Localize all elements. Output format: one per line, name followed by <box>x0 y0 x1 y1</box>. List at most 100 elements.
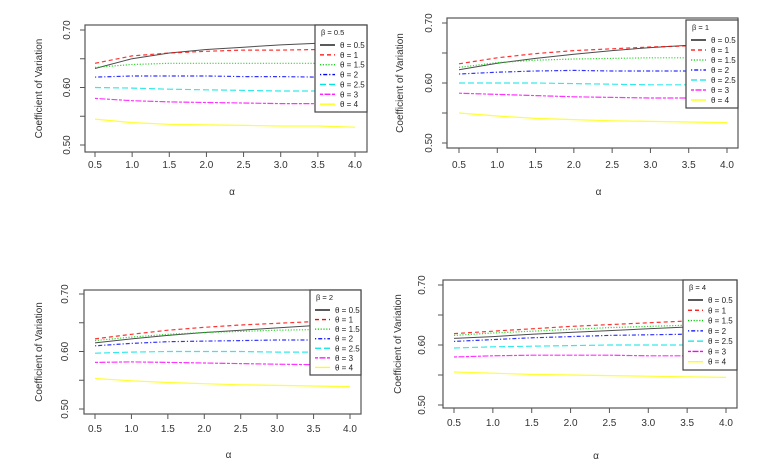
x-tick-label: 1.5 <box>525 418 539 429</box>
x-tick-label: 2.5 <box>237 160 251 171</box>
x-axis: 0.5 1.0 1.5 2.0 2.5 3.0 3.5 4.0 <box>452 148 734 171</box>
x-tick-label: 0.5 <box>452 160 466 171</box>
x-tick-label: 4.0 <box>719 418 733 429</box>
x-tick-label: 3.0 <box>641 418 655 429</box>
x-tick-label: 2.0 <box>197 424 211 435</box>
y-tick-label: 0.60 <box>417 335 428 355</box>
legend-entry-label: θ = 1.5 <box>708 317 733 326</box>
x-tick-label: 0.5 <box>88 424 102 435</box>
series-line-theta-1 <box>458 44 728 65</box>
legend-entry-label: θ = 4 <box>335 363 354 372</box>
legend-entry-label: θ = 4 <box>711 96 730 105</box>
legend: β = 1θ = 0.5θ = 1θ = 1.5θ = 2θ = 2.5θ = … <box>685 19 739 109</box>
legend-entry-label: θ = 1 <box>335 316 354 325</box>
series-line-theta-0.5 <box>94 322 351 344</box>
y-tick-label: 0.50 <box>424 133 435 153</box>
legend-box <box>314 24 368 113</box>
series-line-theta-2.5 <box>94 350 351 354</box>
legend: β = 0.5θ = 0.5θ = 1θ = 1.5θ = 2θ = 2.5θ … <box>314 24 368 113</box>
x-tick-label: 3.0 <box>274 160 288 171</box>
x-tick-label: 3.5 <box>311 160 325 171</box>
series-lines <box>458 42 728 124</box>
x-tick-label: 3.5 <box>682 160 696 171</box>
y-tick-label: 0.70 <box>62 20 73 40</box>
legend-entry-label: θ = 3 <box>711 86 730 95</box>
y-tick-label: 0.50 <box>417 395 428 415</box>
y-axis-title: Coefficient of Variation <box>34 39 45 139</box>
x-tick-label: 4.0 <box>720 160 734 171</box>
x-axis: 0.5 1.0 1.5 2.0 2.5 3.0 3.5 4.0 <box>88 152 362 171</box>
x-tick-label: 1.0 <box>486 418 500 429</box>
legend-entry-label: θ = 3 <box>335 354 354 363</box>
series-lines <box>94 319 351 388</box>
legend-entry-label: θ = 2.5 <box>340 80 365 89</box>
legend-entry-label: θ = 2 <box>340 71 359 80</box>
series-line-theta-3 <box>458 92 728 100</box>
x-tick-label: 2.5 <box>602 418 616 429</box>
series-line-theta-2 <box>94 75 356 79</box>
series-line-theta-1 <box>453 319 727 335</box>
legend-entry-label: θ = 1 <box>340 51 359 60</box>
legend-entry-label: θ = 0.5 <box>708 296 733 305</box>
legend-entry-label: θ = 1 <box>708 306 727 315</box>
x-tick-label: 0.5 <box>447 418 461 429</box>
x-tick-label: 1.0 <box>125 160 139 171</box>
legend-entry-label: θ = 4 <box>340 100 359 109</box>
legend-entry-label: θ = 1.5 <box>340 61 365 70</box>
x-tick-label: 1.5 <box>161 424 175 435</box>
x-tick-label: 3.0 <box>643 160 657 171</box>
legend-entry-label: θ = 2 <box>711 66 730 75</box>
x-axis-title: α <box>596 187 602 198</box>
legend-entry-label: θ = 2.5 <box>335 344 360 353</box>
series-line-theta-0.5 <box>453 325 727 339</box>
x-axis-title: α <box>226 450 232 461</box>
series-line-theta-2.5 <box>453 344 726 349</box>
legend-entry-label: θ = 3 <box>708 347 727 356</box>
legend-entry-label: θ = 2 <box>708 327 727 336</box>
series-lines <box>94 41 356 128</box>
x-tick-label: 2.5 <box>605 160 619 171</box>
y-axis: 0.50 0.60 0.70 <box>60 284 84 419</box>
legend-title: β = 0.5 <box>321 28 344 37</box>
y-axis: 0.50 0.60 0.70 <box>62 20 85 155</box>
series-line-theta-0.5 <box>94 41 356 69</box>
x-tick-label: 1.5 <box>529 160 543 171</box>
series-line-theta-1.5 <box>458 56 728 68</box>
x-tick-label: 2.0 <box>567 160 581 171</box>
series-line-theta-2 <box>458 69 728 75</box>
series-line-theta-4 <box>94 118 356 128</box>
y-tick-label: 0.50 <box>62 135 73 155</box>
legend-title: β = 1 <box>692 23 709 32</box>
series-line-theta-2 <box>94 339 350 347</box>
x-tick-label: 3.0 <box>270 424 284 435</box>
legend-box <box>309 289 362 376</box>
legend: β = 2θ = 0.5θ = 1θ = 1.5θ = 2θ = 2.5θ = … <box>309 289 362 376</box>
legend-box <box>682 279 738 371</box>
chart-panel-top-left: 0.5 1.0 1.5 2.0 2.5 3.0 3.5 4.0 0.50 0.60 0.70 α Coe… <box>34 20 368 198</box>
x-tick-label: 1.0 <box>490 160 504 171</box>
legend-entry-label: θ = 2.5 <box>711 76 736 85</box>
y-tick-label: 0.70 <box>60 284 71 304</box>
series-line-theta-4 <box>458 112 728 124</box>
x-axis: 0.5 1.0 1.5 2.0 2.5 3.0 3.5 4.0 <box>88 414 357 435</box>
x-tick-label: 2.5 <box>234 424 248 435</box>
legend-title: β = 2 <box>316 293 333 302</box>
y-tick-label: 0.50 <box>60 399 71 419</box>
y-tick-label: 0.70 <box>424 13 435 33</box>
legend-entry-label: θ = 0.5 <box>711 36 736 45</box>
x-axis: 0.5 1.0 1.5 2.0 2.5 3.0 3.5 4.0 <box>447 408 733 429</box>
y-axis-title: Coefficient of Variation <box>393 294 404 394</box>
chart-panel-bottom-right: 0.5 1.0 1.5 2.0 2.5 3.0 3.5 4.0 0.50 0.60 0.70 α Coe… <box>393 275 738 462</box>
x-tick-label: 3.5 <box>307 424 321 435</box>
x-tick-label: 0.5 <box>88 160 102 171</box>
legend-entry-label: θ = 0.5 <box>335 306 360 315</box>
legend: β = 4θ = 0.5θ = 1θ = 1.5θ = 2θ = 2.5θ = … <box>682 279 738 371</box>
y-axis-title: Coefficient of Variation <box>395 33 406 133</box>
y-tick-label: 0.60 <box>60 341 71 361</box>
series-line-theta-4 <box>453 371 727 378</box>
x-tick-label: 3.5 <box>680 418 694 429</box>
legend-entry-label: θ = 2.5 <box>708 337 733 346</box>
series-line-theta-3 <box>453 354 727 358</box>
legend-entry-label: θ = 3 <box>340 90 359 99</box>
